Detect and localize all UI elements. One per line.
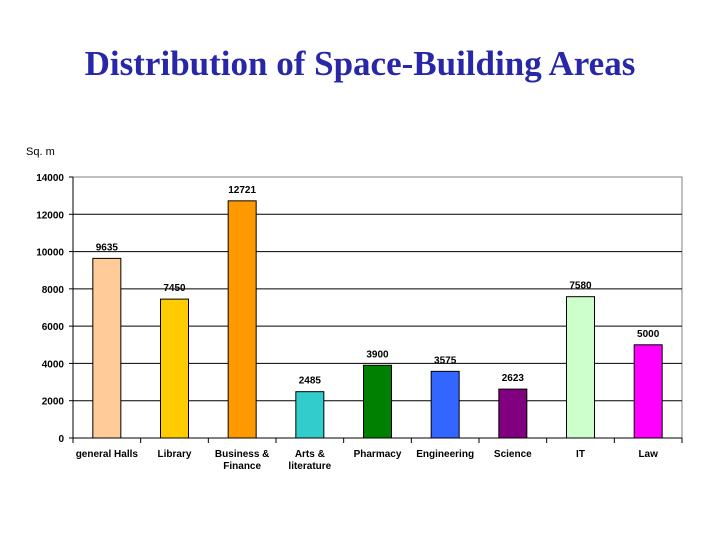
- data-label: 3900: [366, 349, 389, 360]
- x-category-label-line: Law: [638, 449, 658, 460]
- x-category-label: Business & Finance: [215, 449, 269, 472]
- bar: [92, 257, 122, 439]
- x-category-label-line: literature: [288, 461, 331, 472]
- bar: [363, 364, 392, 439]
- x-category-label-line: Pharmacy: [354, 449, 402, 460]
- x-category-label: Pharmacy: [354, 449, 402, 460]
- y-tick-label: 12000: [36, 210, 64, 221]
- y-tick-label: 14000: [36, 173, 64, 184]
- bar: [227, 200, 257, 439]
- y-axis-label: Sq. m: [26, 146, 55, 158]
- data-label: 2623: [502, 373, 525, 384]
- x-category-label-line: general Halls: [76, 449, 139, 460]
- bar: [160, 298, 189, 439]
- x-category-label: Law: [638, 449, 658, 460]
- data-label: 7580: [569, 281, 592, 292]
- data-label: 7450: [163, 283, 186, 294]
- x-category-label: general Halls: [76, 449, 139, 460]
- x-category-label-line: IT: [576, 449, 585, 460]
- bar: [295, 391, 325, 439]
- x-category-label: Science: [494, 449, 532, 460]
- x-category-label-line: Finance: [223, 461, 261, 472]
- data-label: 2485: [299, 376, 322, 387]
- y-tick-label: 8000: [42, 285, 65, 296]
- bar: [430, 370, 460, 439]
- plot-area: 0 2000 4000 6000 8000 10000 12000 14000 9635 gene…: [36, 173, 683, 472]
- x-category-label-line: Arts &: [295, 449, 325, 460]
- x-category-label: Engineering: [416, 449, 474, 460]
- y-tick-label: 2000: [42, 397, 65, 408]
- data-label: 12721: [228, 185, 256, 196]
- x-category-label-line: Science: [494, 449, 532, 460]
- x-category-label-line: Engineering: [416, 449, 474, 460]
- y-tick-label: 10000: [36, 248, 64, 259]
- x-category-label: IT: [576, 449, 585, 460]
- data-label: 3575: [434, 355, 457, 366]
- y-tick-label: 0: [58, 434, 64, 445]
- bar: [633, 344, 663, 439]
- x-category-label: Library: [158, 449, 192, 460]
- bar: [498, 388, 528, 439]
- bar: [566, 296, 595, 439]
- x-category-label-line: Library: [158, 449, 192, 460]
- data-label: 5000: [637, 329, 660, 340]
- y-tick-label: 6000: [42, 322, 65, 333]
- chart-title: Distribution of Space-Building Areas: [84, 44, 636, 83]
- x-category-label-line: Business &: [215, 449, 269, 460]
- data-label: 9635: [96, 242, 119, 253]
- x-category-label: Arts & literature: [288, 449, 331, 472]
- y-tick-label: 4000: [42, 359, 65, 370]
